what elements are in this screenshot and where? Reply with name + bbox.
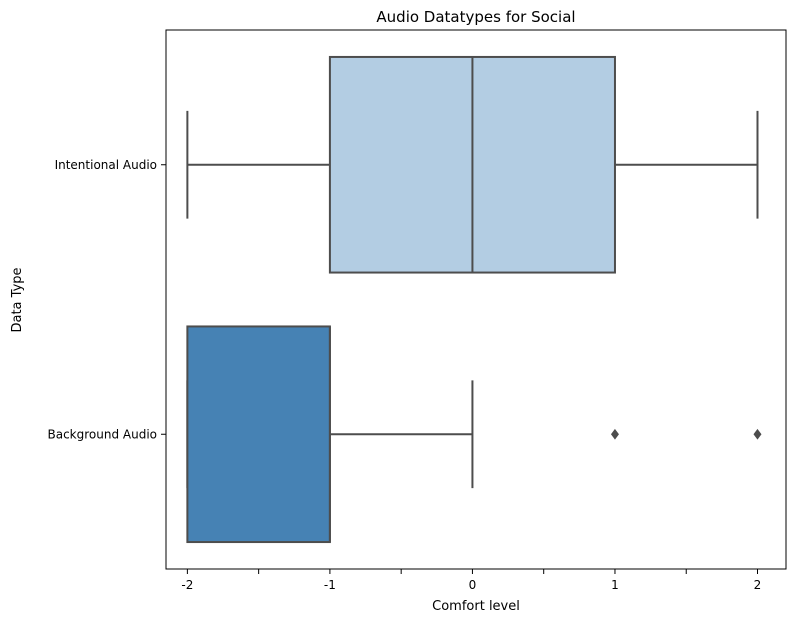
x-axis: -2 -1 0 1 2 (181, 569, 761, 592)
x-axis-label: Comfort level (432, 599, 520, 614)
x-tick-label: -2 (181, 578, 193, 592)
box-iqr (186, 325, 331, 544)
y-tick-label: Background Audio (47, 427, 157, 441)
plot-frame (165, 29, 787, 570)
x-tick-label: 1 (611, 578, 619, 592)
y-axis-label: Data Type (10, 267, 25, 332)
box-group-background-audio (186, 325, 762, 544)
boxes-layer (186, 55, 762, 544)
x-tick-label: -1 (324, 578, 336, 592)
x-tick-label: 2 (754, 578, 762, 592)
chart-title: Audio Datatypes for Social (376, 8, 575, 26)
y-tick-label: Intentional Audio (55, 158, 157, 172)
outlier-point (610, 428, 619, 440)
outlier-point (753, 428, 762, 440)
x-tick-label: 0 (469, 578, 477, 592)
y-axis: Intentional Audio Background Audio (47, 158, 166, 441)
box-group-intentional-audio (186, 55, 759, 274)
